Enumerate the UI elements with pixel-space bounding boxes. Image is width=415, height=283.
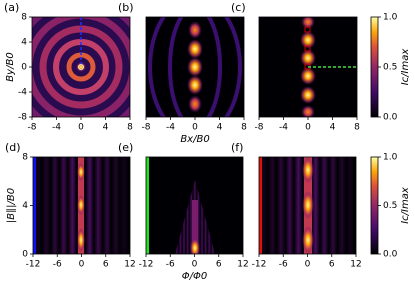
- x-tick-label: -6: [166, 260, 175, 270]
- x-tick-label: -12: [139, 260, 154, 270]
- panel-label: (a): [4, 1, 19, 14]
- colorbar: [371, 157, 378, 254]
- panel-label: (c): [231, 1, 246, 14]
- x-tick-label: 0: [305, 123, 311, 133]
- colorbar-tick-label: 0.5: [383, 201, 397, 211]
- x-tick-label: 0: [305, 260, 311, 270]
- heatmap-e: [146, 157, 243, 254]
- panel-label: (f): [231, 141, 243, 154]
- y-tick-label: 4: [22, 201, 28, 211]
- x-tick-label: -6: [53, 260, 62, 270]
- x-tick-label: 8: [127, 123, 133, 133]
- heatmap-d: [33, 157, 130, 254]
- y-axis-label: By/B0: [5, 52, 16, 81]
- x-tick-label: 6: [103, 260, 109, 270]
- x-tick-label: 4: [217, 123, 223, 133]
- colorbar-label: Ic/Imax: [400, 187, 411, 224]
- x-tick-label: -8: [142, 123, 151, 133]
- colorbar-tick-label: 1.0: [383, 153, 398, 163]
- x-tick-label: 0: [79, 260, 85, 270]
- colorbar-tick-label: 0.0: [383, 250, 398, 260]
- y-tick-label: -8: [18, 113, 27, 123]
- x-axis-label: Bx/B0: [180, 134, 209, 145]
- panel-label: (e): [118, 141, 133, 154]
- x-tick-label: -12: [252, 260, 267, 270]
- x-tick-label: 12: [350, 260, 361, 270]
- x-tick-label: 8: [354, 123, 360, 133]
- x-tick-label: 4: [330, 123, 336, 133]
- x-tick-label: -12: [26, 260, 41, 270]
- x-tick-label: 0: [78, 123, 84, 133]
- y-axis-label: |B∥|/B0: [6, 188, 17, 223]
- x-tick-label: 0: [192, 260, 198, 270]
- x-tick-label: 6: [216, 260, 222, 270]
- x-tick-label: -4: [166, 123, 175, 133]
- x-tick-label: -8: [255, 123, 264, 133]
- y-tick-label: 8: [22, 153, 28, 163]
- y-tick-label: 0: [21, 63, 27, 73]
- y-tick-label: 4: [21, 38, 27, 48]
- y-tick-label: 0: [22, 250, 28, 260]
- x-tick-label: 0: [192, 123, 198, 133]
- colorbar-label: Ic/Imax: [400, 49, 411, 86]
- y-tick-label: 8: [21, 13, 27, 23]
- x-tick-label: 6: [329, 260, 335, 270]
- x-tick-label: 12: [124, 260, 135, 270]
- heatmap-b: [146, 17, 244, 117]
- heatmap-c: [259, 17, 357, 117]
- colorbar-tick-label: 1.0: [383, 13, 398, 23]
- x-tick-label: 4: [103, 123, 109, 133]
- x-axis-label: Φ/Φ0: [182, 271, 207, 282]
- x-tick-label: 8: [241, 123, 247, 133]
- x-tick-label: 12: [237, 260, 248, 270]
- x-tick-label: -8: [28, 123, 37, 133]
- panel-label: (d): [5, 141, 21, 154]
- colorbar-tick-label: 0.0: [383, 113, 398, 123]
- x-tick-label: -6: [279, 260, 288, 270]
- colorbar-tick-label: 0.5: [383, 63, 397, 73]
- heatmap-f: [259, 157, 356, 254]
- heatmap-a: [32, 17, 130, 117]
- panel-label: (b): [118, 1, 134, 14]
- y-tick-label: -4: [18, 88, 27, 98]
- x-tick-label: -4: [279, 123, 288, 133]
- x-tick-label: -4: [52, 123, 61, 133]
- colorbar: [371, 17, 378, 117]
